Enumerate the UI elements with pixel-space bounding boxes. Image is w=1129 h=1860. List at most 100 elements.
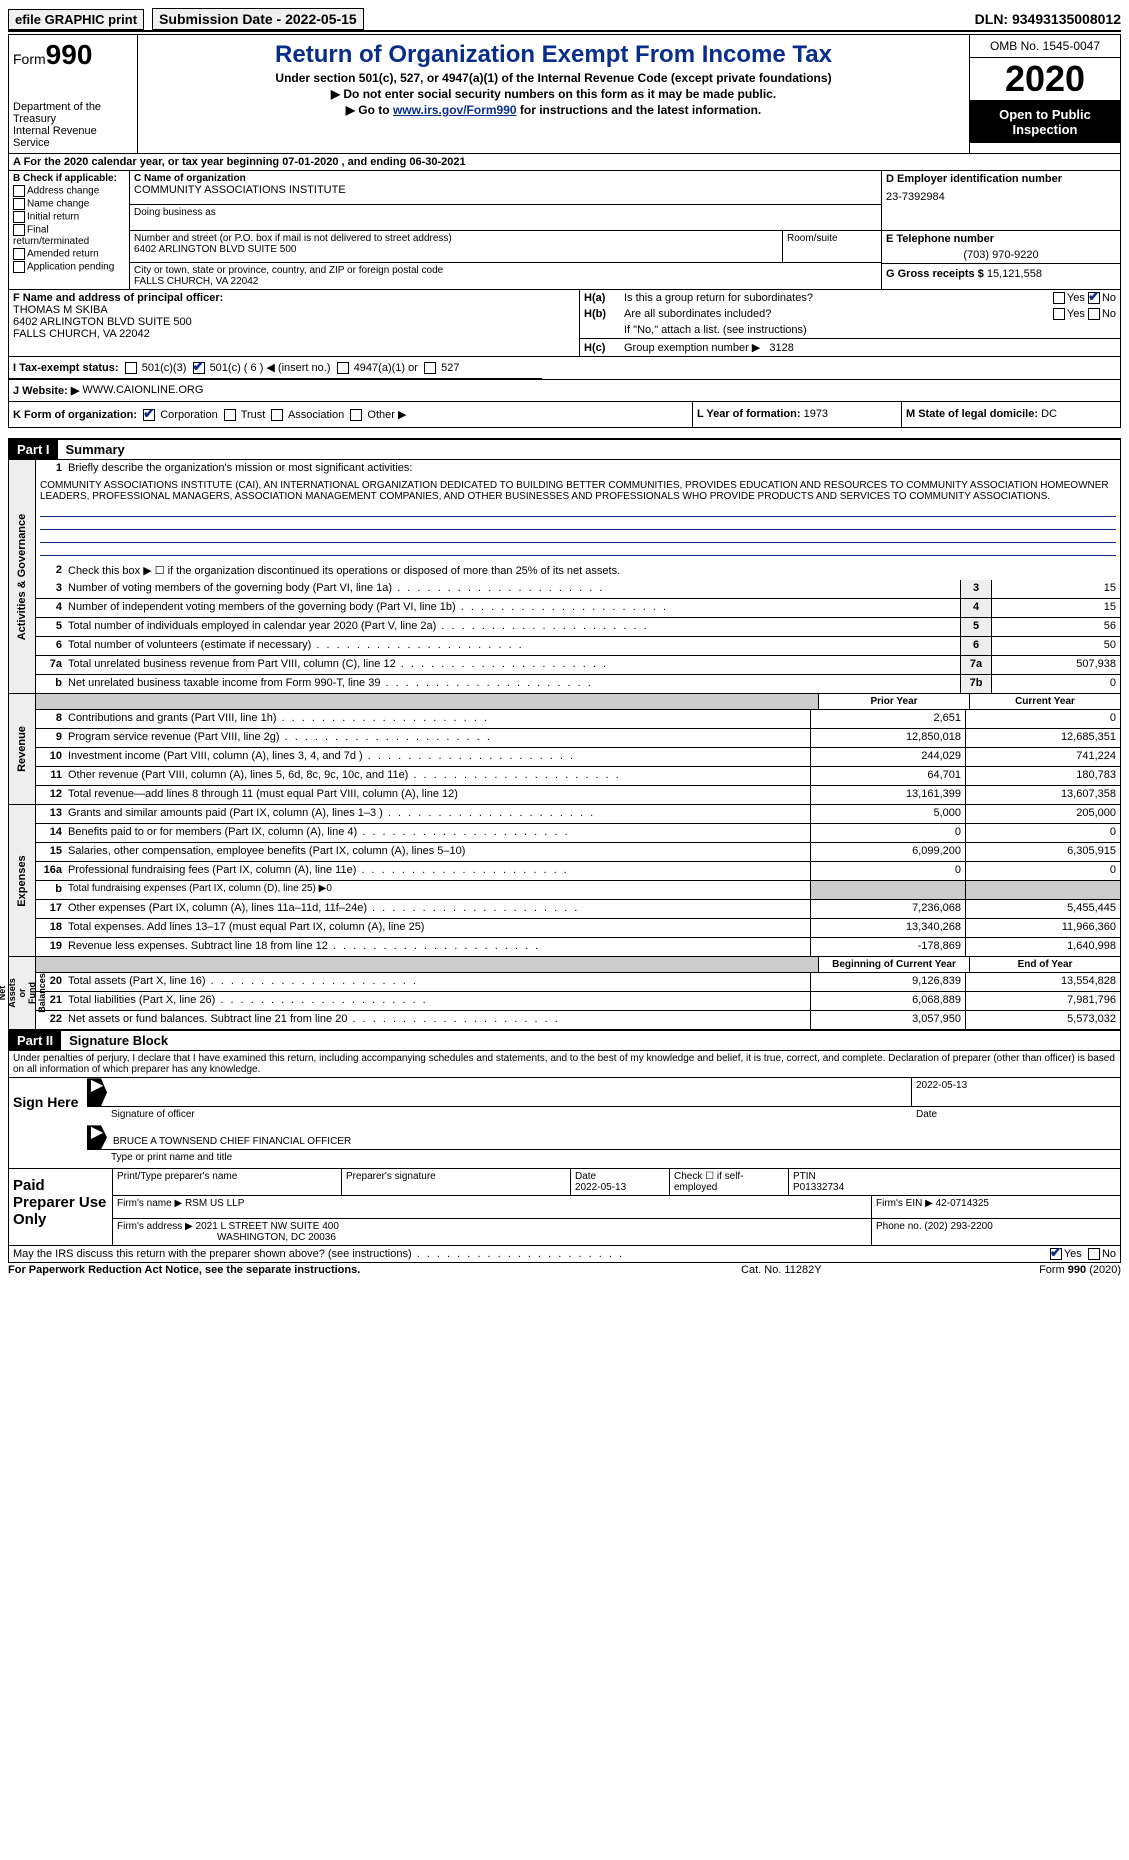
val4: 15 — [991, 599, 1120, 617]
part2-header-row: Part II Signature Block — [8, 1030, 1121, 1051]
part1-header: Part I — [9, 440, 58, 459]
end-year-header: End of Year — [969, 957, 1120, 972]
firm-name: RSM US LLP — [185, 1198, 244, 1209]
check-trust[interactable] — [224, 409, 236, 421]
hc-value: 3128 — [769, 342, 793, 354]
phone-value: (703) 970-9220 — [886, 249, 1116, 261]
form-subtitle: Under section 501(c), 527, or 4947(a)(1)… — [142, 71, 965, 85]
ha-text: Is this a group return for subordinates? — [624, 292, 986, 304]
part2-title: Signature Block — [61, 1031, 176, 1050]
check-assoc[interactable] — [271, 409, 283, 421]
dba-label: Doing business as — [134, 207, 877, 218]
check-address[interactable] — [13, 185, 25, 197]
form-number: 990 — [46, 39, 93, 70]
org-name: COMMUNITY ASSOCIATIONS INSTITUTE — [134, 184, 877, 196]
page-footer: For Paperwork Reduction Act Notice, see … — [8, 1264, 1121, 1276]
val7a: 507,938 — [991, 656, 1120, 674]
side-net: Net Assets or Fund Balances — [0, 974, 47, 1014]
website-label: J Website: ▶ — [13, 384, 79, 397]
dln: DLN: 93493135008012 — [975, 11, 1121, 27]
sign-here-label: Sign Here — [9, 1078, 87, 1168]
val3: 15 — [991, 580, 1120, 598]
officer-addr1: 6402 ARLINGTON BLVD SUITE 500 — [13, 316, 575, 328]
line2: Check this box ▶ ☐ if the organization d… — [64, 562, 1120, 580]
part1-title: Summary — [58, 440, 133, 459]
part1-header-row: Part I Summary — [8, 438, 1121, 460]
gross-receipts: G Gross receipts $ 15,121,558 — [881, 263, 1120, 289]
street-value: 6402 ARLINGTON BLVD SUITE 500 — [134, 244, 778, 255]
begin-year-header: Beginning of Current Year — [818, 957, 969, 972]
val5: 56 — [991, 618, 1120, 636]
paid-preparer-label: Paid Preparer Use Only — [9, 1169, 112, 1245]
check-final[interactable] — [13, 224, 25, 236]
check-527[interactable] — [424, 362, 436, 374]
submission-date: Submission Date - 2022-05-15 — [152, 8, 364, 30]
line1-label: Briefly describe the organization's miss… — [64, 460, 1120, 478]
irs-link[interactable]: www.irs.gov/Form990 — [393, 103, 517, 117]
check-501c[interactable] — [193, 362, 205, 374]
discuss-no[interactable] — [1088, 1248, 1100, 1260]
dept-label: Department of the Treasury Internal Reve… — [13, 101, 133, 149]
section-a-period: A For the 2020 calendar year, or tax yea… — [8, 154, 1121, 171]
footer-left: For Paperwork Reduction Act Notice, see … — [8, 1264, 524, 1276]
top-bar: efile GRAPHIC print Submission Date - 20… — [8, 8, 1121, 32]
prep-date: 2022-05-13 — [575, 1182, 626, 1193]
check-application[interactable] — [13, 261, 25, 273]
sig-date-label: Date — [912, 1107, 1120, 1125]
discuss-text: May the IRS discuss this return with the… — [13, 1248, 1050, 1260]
open-public: Open to Public Inspection — [970, 101, 1120, 143]
website-value: WWW.CAIONLINE.ORG — [82, 384, 203, 397]
part2-header: Part II — [9, 1031, 61, 1050]
entity-info: B Check if applicable: Address change Na… — [8, 171, 1121, 290]
discuss-yes[interactable] — [1050, 1248, 1062, 1260]
omb-number: OMB No. 1545-0047 — [970, 35, 1120, 58]
check-other[interactable] — [350, 409, 362, 421]
hc-text: Group exemption number ▶ — [624, 342, 760, 354]
activities-section: Activities & Governance 1Briefly describ… — [8, 460, 1121, 694]
val7b: 0 — [991, 675, 1120, 693]
net-assets-section: Net Assets or Fund Balances Beginning of… — [8, 957, 1121, 1030]
year-formation: 1973 — [804, 408, 828, 420]
firm-phone: (202) 293-2200 — [924, 1221, 992, 1232]
check-self-employed[interactable]: Check ☐ if self-employed — [670, 1169, 789, 1195]
check-501c3[interactable] — [125, 362, 137, 374]
col-b-label: B Check if applicable: — [13, 173, 125, 184]
check-4947[interactable] — [337, 362, 349, 374]
footer-center: Cat. No. 11282Y — [524, 1264, 1040, 1276]
line7b: Net unrelated business taxable income fr… — [64, 675, 960, 693]
sig-arrow-icon-2: ▶ — [87, 1125, 107, 1149]
prior-year-header: Prior Year — [818, 694, 969, 709]
form-label: Form — [13, 51, 46, 67]
officer-addr2: FALLS CHURCH, VA 22042 — [13, 328, 575, 340]
line4: Number of independent voting members of … — [64, 599, 960, 617]
tax-status-label: I Tax-exempt status: — [13, 362, 119, 374]
hb-yes[interactable] — [1053, 308, 1065, 320]
ha-yes[interactable] — [1053, 292, 1065, 304]
efile-button[interactable]: efile GRAPHIC print — [8, 9, 144, 30]
form-header: Form990 Department of the Treasury Inter… — [8, 34, 1121, 154]
check-corp[interactable] — [143, 409, 155, 421]
footer-right: Form 990 (2020) — [1039, 1264, 1121, 1276]
notice-goto: ▶ Go to www.irs.gov/Form990 for instruct… — [142, 103, 965, 117]
officer-name-title: BRUCE A TOWNSEND CHIEF FINANCIAL OFFICER — [113, 1136, 351, 1147]
side-activities: Activities & Governance — [16, 514, 28, 641]
prep-sig-label: Preparer's signature — [342, 1169, 571, 1195]
expenses-section: Expenses 13Grants and similar amounts pa… — [8, 805, 1121, 957]
ein-value: 23-7392984 — [886, 191, 1116, 203]
type-name-label: Type or print name and title — [107, 1150, 1120, 1168]
current-year-header: Current Year — [969, 694, 1120, 709]
street-label: Number and street (or P.O. box if mail i… — [134, 233, 778, 244]
domicile-label: M State of legal domicile: — [906, 408, 1038, 420]
hb-no[interactable] — [1088, 308, 1100, 320]
room-label: Room/suite — [782, 231, 881, 263]
discuss-row: May the IRS discuss this return with the… — [8, 1246, 1121, 1263]
ha-no[interactable] — [1088, 292, 1100, 304]
form-title: Return of Organization Exempt From Incom… — [142, 41, 965, 69]
side-expenses: Expenses — [16, 855, 28, 906]
penalty-text: Under penalties of perjury, I declare th… — [9, 1051, 1120, 1078]
check-name[interactable] — [13, 198, 25, 210]
year-formation-label: L Year of formation: — [697, 408, 801, 420]
hb-note: If "No," attach a list. (see instruction… — [624, 324, 1116, 336]
check-amended[interactable] — [13, 248, 25, 260]
check-initial[interactable] — [13, 211, 25, 223]
